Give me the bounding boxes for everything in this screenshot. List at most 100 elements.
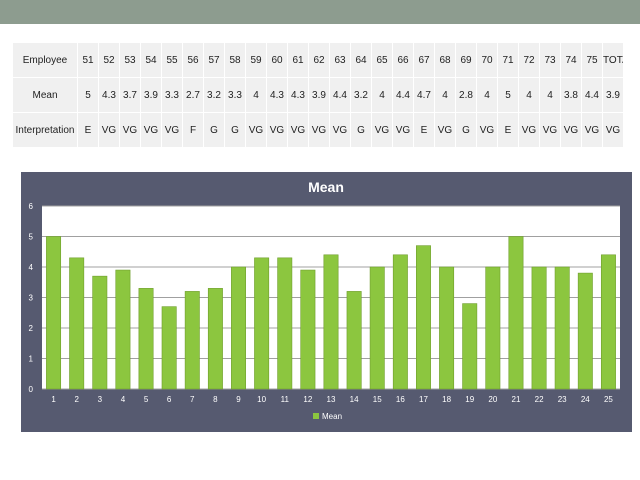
employee-column-header: 59 — [245, 42, 267, 78]
bar — [485, 266, 501, 390]
table-cell: 2.8 — [455, 77, 477, 113]
bar — [323, 254, 339, 390]
row-header-employee: Employee — [12, 42, 78, 78]
y-tick-label: 6 — [29, 202, 34, 211]
table-cell: G — [203, 112, 225, 148]
employee-column-header: 57 — [203, 42, 225, 78]
table-cell: 3.3 — [161, 77, 183, 113]
table-cell: VG — [560, 112, 582, 148]
table-cell: VG — [476, 112, 498, 148]
x-tick-label: 16 — [396, 395, 405, 404]
table-cell: VG — [161, 112, 183, 148]
table-cell: 4 — [476, 77, 498, 113]
table-cell: VG — [371, 112, 393, 148]
chart-title: Mean — [308, 179, 344, 195]
table-cell: 4 — [371, 77, 393, 113]
x-tick-label: 4 — [121, 395, 126, 404]
table-cell: VG — [602, 112, 624, 148]
bar — [392, 254, 408, 390]
employee-column-header: 62 — [308, 42, 330, 78]
y-tick-label: 0 — [29, 385, 34, 394]
x-tick-label: 23 — [558, 395, 567, 404]
table-cell: VG — [119, 112, 141, 148]
table-cell: E — [497, 112, 519, 148]
x-tick-label: 21 — [512, 395, 521, 404]
bar — [369, 266, 385, 390]
table-cell: 4.3 — [266, 77, 288, 113]
bar — [346, 291, 362, 390]
table-cell: VG — [245, 112, 267, 148]
x-tick-label: 8 — [213, 395, 218, 404]
x-tick-label: 14 — [350, 395, 359, 404]
table-cell: 4 — [434, 77, 456, 113]
x-tick-label: 13 — [327, 395, 336, 404]
bar — [300, 269, 316, 390]
employee-column-header: 68 — [434, 42, 456, 78]
bar — [277, 257, 293, 390]
table-cell: 2.7 — [182, 77, 204, 113]
x-tick-label: 25 — [604, 395, 613, 404]
table-cell: 3.3 — [224, 77, 246, 113]
table-cell: 4.3 — [98, 77, 120, 113]
bar — [46, 236, 62, 390]
table-cell: VG — [140, 112, 162, 148]
legend-label: Mean — [322, 412, 342, 421]
table-cell: 5 — [77, 77, 99, 113]
employee-data-table: Employee 51 52 53 54 55 56 57 58 59 60 61 62 63 64 65 66… — [12, 42, 624, 148]
employee-column-header: 74 — [560, 42, 582, 78]
table-cell: 3.8 — [560, 77, 582, 113]
bar — [231, 266, 246, 390]
table-cell: 3.9 — [140, 77, 162, 113]
chart-legend: Mean — [313, 412, 342, 421]
table-cell: VG — [329, 112, 351, 148]
employee-column-header: 73 — [539, 42, 561, 78]
x-tick-label: 1 — [51, 395, 56, 404]
table-cell: VG — [581, 112, 603, 148]
bar — [462, 303, 478, 390]
table-cell: 3.2 — [350, 77, 372, 113]
table-row-interpretation: Interpretation E VG VG VG VG F G G VG VG VG VG VG G VG V… — [12, 112, 624, 148]
bar — [577, 272, 593, 390]
employee-column-header: 52 — [98, 42, 120, 78]
header-bar — [0, 0, 640, 24]
table-cell: VG — [434, 112, 456, 148]
table-cell: E — [413, 112, 435, 148]
bar — [416, 245, 431, 390]
bar — [554, 266, 570, 390]
bar — [600, 254, 616, 390]
bar — [161, 306, 177, 390]
x-tick-label: 12 — [303, 395, 312, 404]
table-cell: 4 — [518, 77, 540, 113]
table-cell: 3.9 — [602, 77, 624, 113]
table-cell: 4 — [245, 77, 267, 113]
x-tick-label: 22 — [535, 395, 544, 404]
employee-column-header: 65 — [371, 42, 393, 78]
x-tick-label: 19 — [465, 395, 474, 404]
x-tick-label: 9 — [236, 395, 241, 404]
table-cell: VG — [539, 112, 561, 148]
employee-column-header: 56 — [182, 42, 204, 78]
table-cell: 4.4 — [329, 77, 351, 113]
bar — [69, 257, 85, 390]
bar — [207, 288, 223, 390]
table-cell: VG — [287, 112, 309, 148]
y-tick-label: 4 — [29, 263, 34, 272]
employee-column-header: 63 — [329, 42, 351, 78]
row-header-mean: Mean — [12, 77, 78, 113]
table-cell: VG — [392, 112, 414, 148]
bar — [439, 266, 455, 390]
x-tick-label: 18 — [442, 395, 451, 404]
employee-column-header: 69 — [455, 42, 477, 78]
employee-column-header: 70 — [476, 42, 498, 78]
legend-swatch — [313, 413, 319, 419]
employee-column-header: 66 — [392, 42, 414, 78]
employee-column-header: 61 — [287, 42, 309, 78]
employee-column-header: TOTAL — [602, 42, 624, 78]
x-tick-label: 5 — [144, 395, 149, 404]
table-cell: G — [350, 112, 372, 148]
x-tick-label: 20 — [488, 395, 497, 404]
bar — [254, 257, 270, 390]
x-tick-label: 3 — [98, 395, 103, 404]
x-tick-label: 10 — [257, 395, 266, 404]
